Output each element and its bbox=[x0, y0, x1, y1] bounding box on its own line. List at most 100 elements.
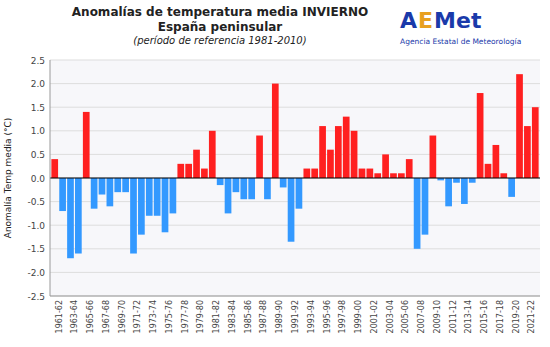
x-tick-label: 2005-06 bbox=[401, 300, 410, 333]
bar bbox=[445, 178, 452, 206]
y-tick-label: -2.0 bbox=[27, 268, 45, 278]
bar bbox=[83, 112, 90, 178]
bar bbox=[327, 150, 334, 178]
y-tick-label: 0.5 bbox=[31, 150, 45, 160]
x-tick-label: 1981-82 bbox=[212, 300, 221, 333]
x-tick-label: 2015-16 bbox=[480, 300, 489, 333]
bar bbox=[524, 126, 531, 178]
x-ticks: 1961-621963-641965-661967-681969-701971-… bbox=[55, 300, 537, 333]
bar bbox=[201, 169, 208, 178]
x-tick-label: 2021-22 bbox=[527, 300, 536, 333]
bar bbox=[256, 136, 263, 178]
bar bbox=[319, 126, 326, 178]
bar bbox=[217, 178, 224, 185]
bar bbox=[51, 159, 58, 178]
bar bbox=[422, 178, 429, 235]
grid-line bbox=[50, 248, 540, 249]
grid-line bbox=[50, 154, 540, 155]
bar bbox=[303, 169, 310, 178]
bar bbox=[233, 178, 240, 192]
bar bbox=[91, 178, 98, 209]
y-tick-label: -0.5 bbox=[27, 197, 45, 207]
bar bbox=[240, 178, 247, 199]
bar bbox=[516, 74, 523, 178]
bar bbox=[500, 173, 507, 178]
bar bbox=[225, 178, 232, 213]
chart: Anomalías de temperatura media INVIERNOE… bbox=[0, 0, 550, 347]
x-tick-label: 1975-76 bbox=[165, 300, 174, 333]
x-tick-label: 1969-70 bbox=[118, 300, 127, 333]
y-tick-label: 1.0 bbox=[31, 126, 46, 136]
y-axis-line bbox=[50, 60, 51, 296]
x-tick-label: 2009-10 bbox=[433, 300, 442, 333]
bar bbox=[288, 178, 295, 242]
logo-letter: A bbox=[400, 8, 417, 33]
x-tick-label: 2011-12 bbox=[449, 300, 458, 333]
y-tick-label: -1.0 bbox=[27, 221, 45, 231]
bar bbox=[146, 178, 153, 216]
bar bbox=[248, 178, 255, 199]
bar bbox=[99, 178, 106, 195]
grid-line bbox=[50, 296, 540, 297]
x-tick-label: 2007-08 bbox=[417, 300, 426, 333]
bar bbox=[343, 117, 350, 178]
x-tick-label: 1977-78 bbox=[181, 300, 190, 333]
subtitle: (período de referencia 1981-2010) bbox=[133, 35, 306, 46]
bar bbox=[485, 164, 492, 178]
bar bbox=[374, 173, 381, 178]
x-tick-label: 1997-98 bbox=[338, 300, 347, 333]
bar bbox=[59, 178, 66, 211]
y-axis-label: Anomalía Temp media (°C) bbox=[3, 118, 13, 239]
bar bbox=[170, 178, 177, 213]
bar bbox=[366, 169, 373, 178]
bar bbox=[493, 145, 500, 178]
bar bbox=[138, 178, 145, 235]
grid-line bbox=[50, 272, 540, 273]
bars bbox=[51, 74, 538, 258]
bar bbox=[406, 159, 413, 178]
x-tick-label: 1963-64 bbox=[70, 300, 79, 333]
bar bbox=[335, 126, 342, 178]
bar bbox=[430, 136, 437, 178]
x-tick-label: 1983-84 bbox=[228, 300, 237, 333]
grid-line bbox=[50, 60, 540, 61]
bar bbox=[280, 178, 287, 187]
plot-background bbox=[50, 60, 540, 296]
bar bbox=[193, 150, 200, 178]
y-tick-label: 0.0 bbox=[31, 174, 46, 184]
bar bbox=[154, 178, 161, 216]
x-tick-label: 1987-88 bbox=[259, 300, 268, 333]
bar bbox=[272, 84, 279, 178]
x-axis-line bbox=[50, 296, 540, 297]
x-tick-label: 1985-86 bbox=[244, 300, 253, 333]
x-tick-label: 1961-62 bbox=[55, 300, 64, 333]
x-tick-label: 1995-96 bbox=[323, 300, 332, 333]
bar bbox=[209, 131, 216, 178]
x-tick-label: 2017-18 bbox=[496, 300, 505, 333]
y-tick-label: 2.5 bbox=[31, 56, 45, 66]
x-tick-label: 1993-94 bbox=[307, 300, 316, 333]
bar bbox=[508, 178, 515, 197]
title: Anomalías de temperatura media INVIERNO bbox=[72, 5, 368, 19]
bar bbox=[177, 164, 184, 178]
x-tick-label: 1973-74 bbox=[149, 300, 158, 333]
logo-letter: Met bbox=[434, 8, 482, 33]
x-tick-label: 1999-00 bbox=[354, 300, 363, 333]
subtitle: España peninsular bbox=[158, 20, 283, 34]
x-tick-label: 1991-92 bbox=[291, 300, 300, 333]
x-tick-label: 1989-90 bbox=[275, 300, 284, 333]
bar bbox=[453, 178, 460, 183]
x-tick-label: 2019-20 bbox=[512, 300, 521, 333]
bar bbox=[398, 173, 405, 178]
bar bbox=[532, 107, 539, 178]
bar bbox=[114, 178, 121, 192]
grid-line bbox=[50, 178, 540, 179]
grid-line bbox=[50, 107, 540, 108]
bar bbox=[461, 178, 468, 204]
bar bbox=[185, 164, 192, 178]
bar bbox=[351, 131, 358, 178]
bar bbox=[107, 178, 114, 206]
grid bbox=[50, 60, 540, 296]
bar bbox=[296, 178, 303, 209]
bar bbox=[390, 173, 397, 178]
